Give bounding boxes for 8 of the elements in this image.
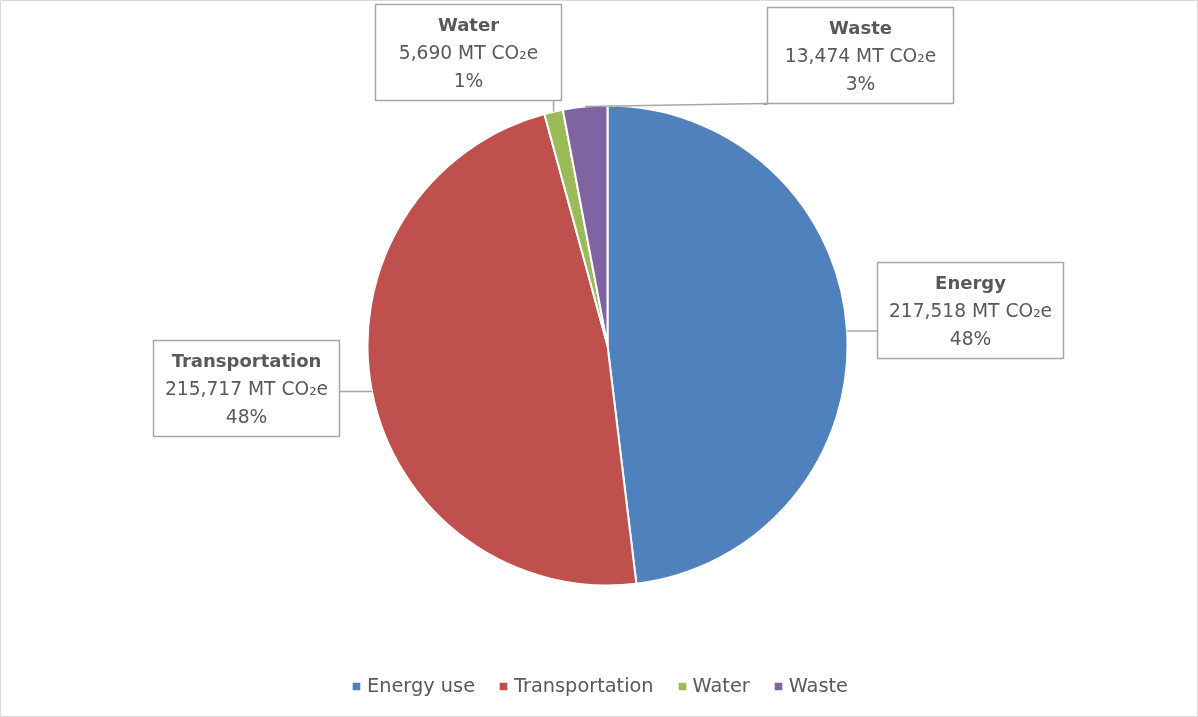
legend-label: Transportation <box>514 674 654 697</box>
legend-label: Energy use <box>367 674 476 697</box>
legend-label: Waste <box>788 674 848 697</box>
legend-label: Water <box>692 674 750 697</box>
data-label: Energy 217,518 MT CO₂e 48% <box>888 272 1053 349</box>
data-label: Transportation 215,717 MT CO₂e 48% <box>164 350 329 427</box>
data-label: Waste 13,474 MT CO₂e 3% <box>784 17 937 94</box>
data-label: Water 5,690 MT CO₂e 1% <box>398 14 539 91</box>
